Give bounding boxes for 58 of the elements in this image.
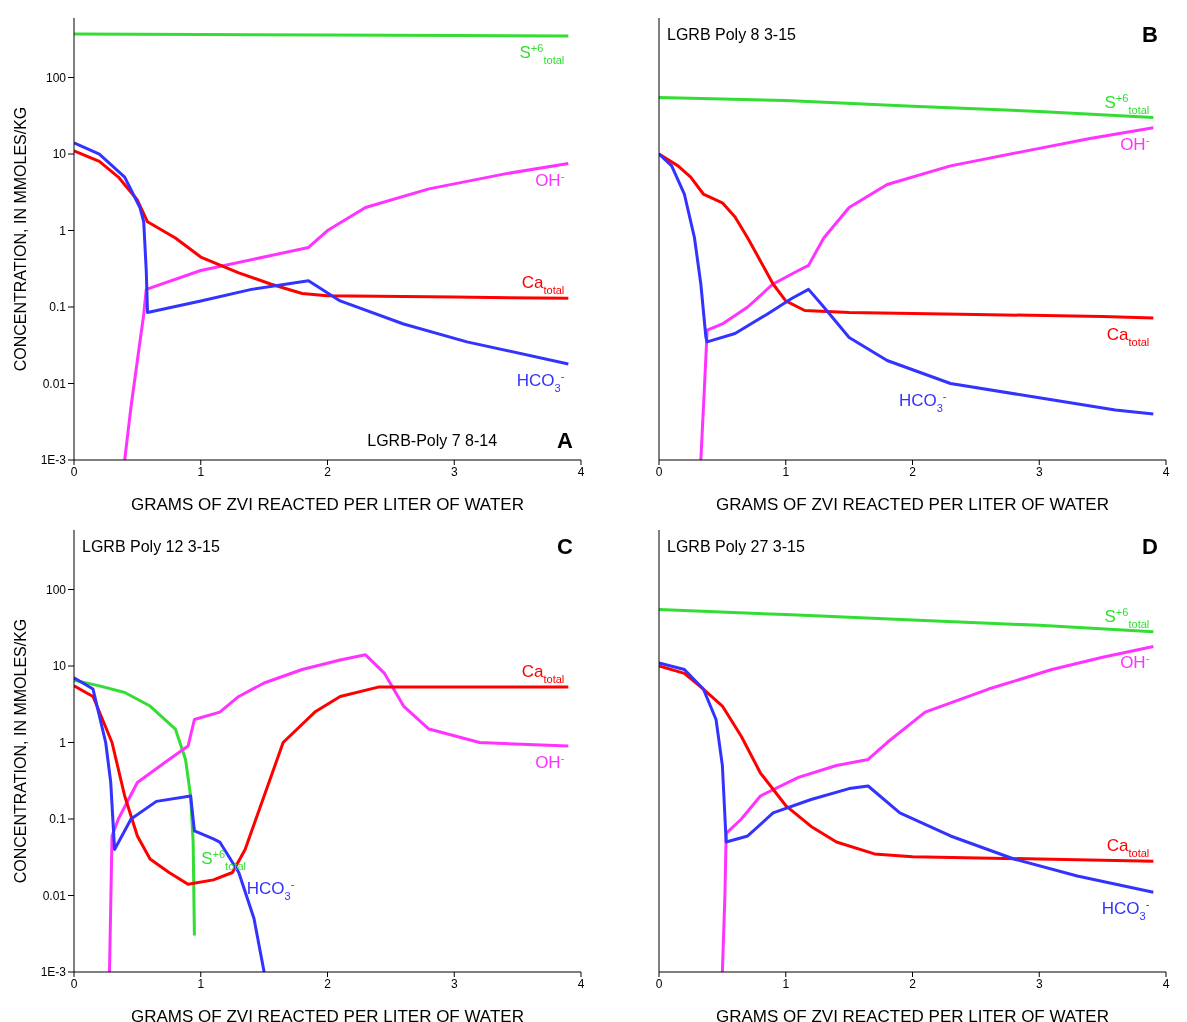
y-tick-label: 100 <box>45 582 67 597</box>
y-axis-title: CONCENTRATION, IN MMOLES/KG <box>12 106 30 372</box>
x-tick-label: 2 <box>324 976 332 991</box>
line-series <box>74 149 570 300</box>
x-tick-label: 0 <box>70 976 78 991</box>
y-tick-label: 0.01 <box>42 376 67 391</box>
text: A <box>557 428 573 454</box>
y-tick-label: 1 <box>59 223 67 238</box>
line-series <box>107 653 570 972</box>
x-tick-label: 3 <box>450 976 458 991</box>
y-tick-label: 0.1 <box>49 812 67 827</box>
line-series <box>74 141 570 366</box>
x-tick-label: 3 <box>1035 464 1043 479</box>
chart-title: C <box>557 534 573 560</box>
series-label: Ca$_{total}$ <box>521 662 565 686</box>
x-tick-label: 4 <box>1162 976 1170 991</box>
x-tick-label: 4 <box>577 464 585 479</box>
x-axis-title: GRAMS OF ZVI REACTED PER LITER OF WATER <box>716 1007 1109 1022</box>
annotation: LGRB Poly 12 3-15 <box>82 538 220 555</box>
x-tick-label: 0 <box>70 464 78 479</box>
x-tick-label: 2 <box>909 464 917 479</box>
series-label: Ca$_{total}$ <box>1106 324 1150 348</box>
chart-title: B <box>1142 22 1158 48</box>
y-tick-label: 0.01 <box>42 888 67 903</box>
x-tick-label: 2 <box>909 976 917 991</box>
y-tick-label: 1E-3 <box>40 453 67 468</box>
chart-title: D <box>1142 534 1158 560</box>
x-tick-label: 3 <box>1035 976 1043 991</box>
x-tick-label: 1 <box>197 976 205 991</box>
x-tick-label: 0 <box>655 976 663 991</box>
y-tick-label: 0.1 <box>49 300 67 315</box>
y-tick-label: 10 <box>52 147 67 162</box>
x-tick-label: 4 <box>577 976 585 991</box>
series-label: Ca$_{total}$ <box>1106 836 1150 860</box>
x-axis-title: GRAMS OF ZVI REACTED PER LITER OF WATER <box>131 1007 524 1022</box>
x-tick-label: 0 <box>655 464 663 479</box>
x-tick-label: 2 <box>324 464 332 479</box>
x-tick-label: 4 <box>1162 464 1170 479</box>
x-tick-label: 1 <box>197 464 205 479</box>
annotation: LGRB Poly 27 3-15 <box>667 538 805 555</box>
y-tick-label: 1 <box>59 735 67 750</box>
x-axis-title: GRAMS OF ZVI REACTED PER LITER OF WATER <box>131 495 524 514</box>
series-label: OH$^{-}$ <box>535 169 565 190</box>
annotation: LGRB Poly 8 3-15 <box>667 26 796 43</box>
y-axis-title: CONCENTRATION, IN MMOLES/KG <box>12 618 30 884</box>
x-tick-label: 3 <box>450 464 458 479</box>
line-series <box>123 162 570 460</box>
annotation: LGRB-Poly 7 8-14 <box>367 432 498 449</box>
series-label: OH$^{-}$ <box>535 752 565 773</box>
x-tick-label: 1 <box>782 464 790 479</box>
x-tick-label: 1 <box>782 976 790 991</box>
x-axis-title: GRAMS OF ZVI REACTED PER LITER OF WATER <box>716 495 1109 514</box>
y-tick-label: 100 <box>45 70 67 85</box>
series-label: OH$^{-}$ <box>1120 652 1150 673</box>
y-tick-label: 10 <box>52 659 67 674</box>
series-label: OH$^{-}$ <box>1120 133 1150 154</box>
series-label: Ca$_{total}$ <box>521 273 565 297</box>
y-tick-label: 1E-3 <box>40 965 67 980</box>
